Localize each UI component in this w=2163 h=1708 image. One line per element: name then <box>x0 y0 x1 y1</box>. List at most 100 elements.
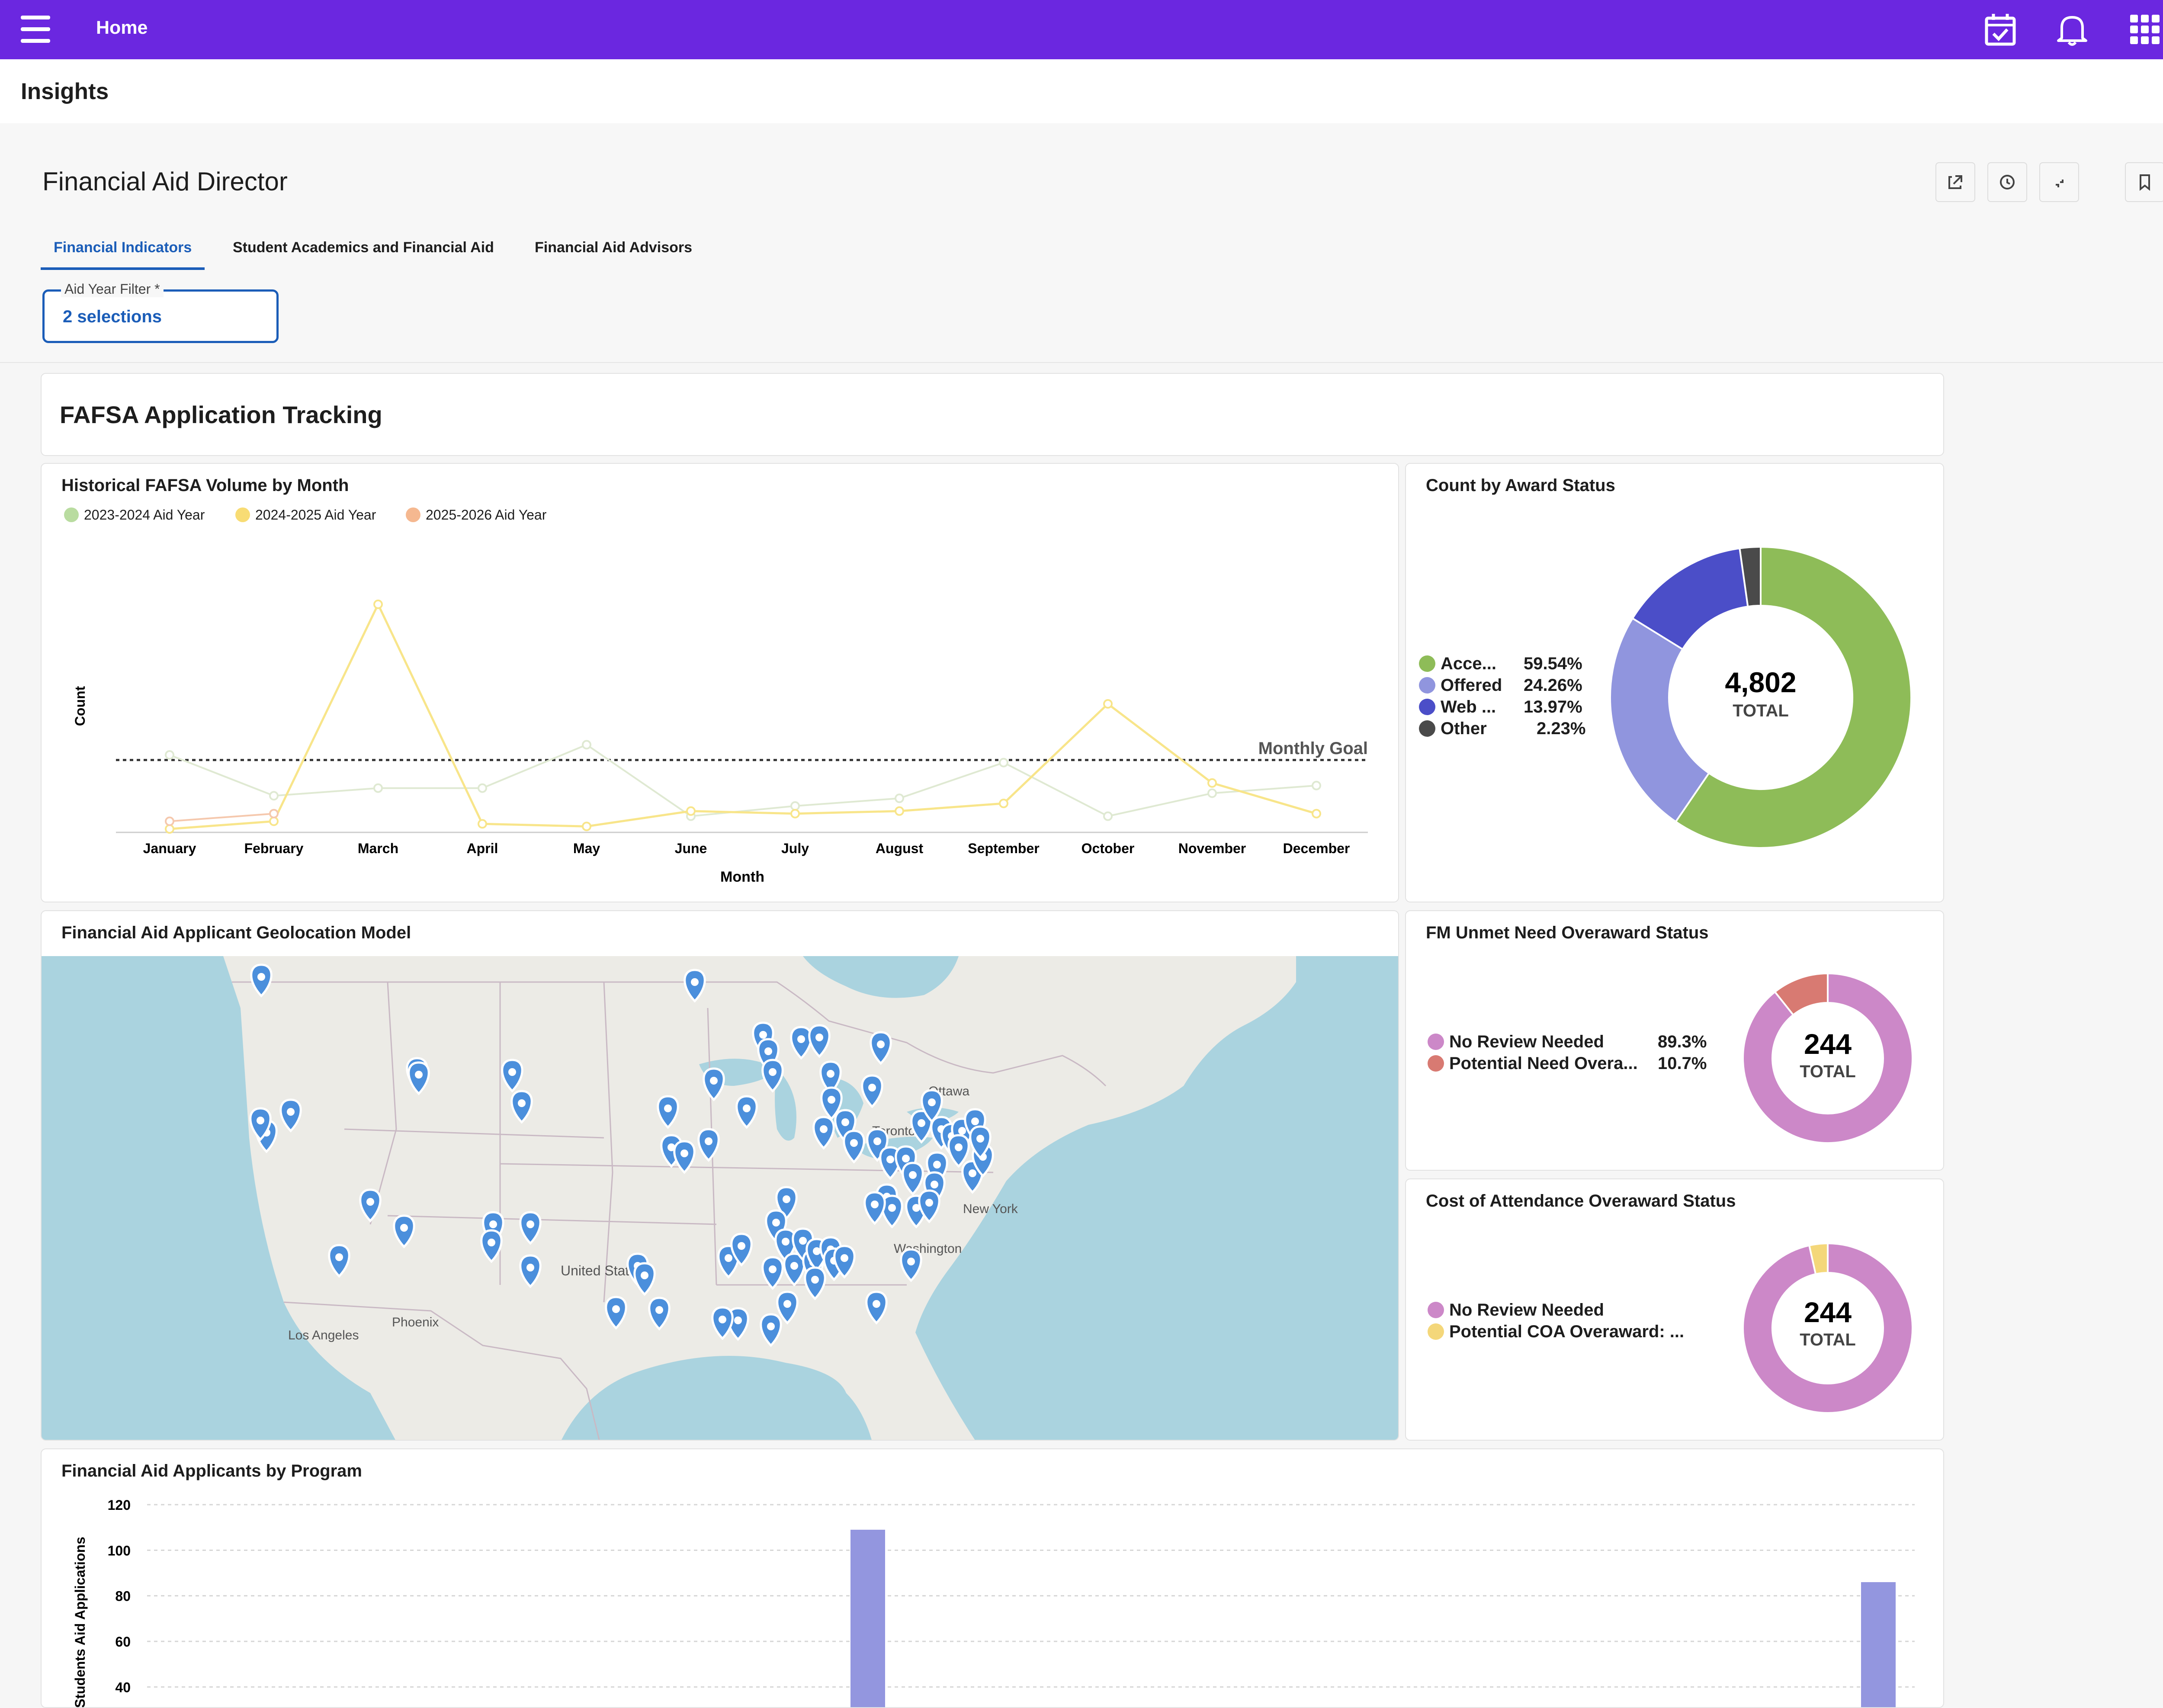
map-pin[interactable] <box>359 1188 382 1223</box>
map-pin[interactable] <box>870 1031 892 1065</box>
data-point[interactable] <box>1207 778 1217 788</box>
map-pin[interactable] <box>711 1306 734 1340</box>
map-pin[interactable] <box>783 1252 806 1287</box>
map-pin[interactable] <box>501 1059 523 1093</box>
legend-item-2024[interactable]: 2024-2025 Aid Year <box>235 507 376 523</box>
aid-year-filter[interactable]: Aid Year Filter * 2 selections <box>42 281 279 343</box>
data-point[interactable] <box>478 819 487 829</box>
data-point[interactable] <box>790 809 800 819</box>
map-pin[interactable] <box>790 1026 812 1060</box>
collapse-icon[interactable] <box>2039 162 2079 202</box>
calendar-check-icon[interactable] <box>1982 11 2019 48</box>
map-pin[interactable] <box>519 1254 542 1288</box>
map-pin[interactable] <box>673 1140 696 1174</box>
map-pin[interactable] <box>279 1098 302 1133</box>
data-point[interactable] <box>269 816 279 826</box>
map-pin[interactable] <box>605 1296 627 1330</box>
bar[interactable] <box>1861 1582 1896 1708</box>
map-pin[interactable] <box>480 1229 503 1263</box>
data-point[interactable] <box>582 740 591 750</box>
data-point[interactable] <box>999 799 1008 809</box>
data-point[interactable] <box>478 783 487 793</box>
map-pin[interactable] <box>408 1061 430 1095</box>
award-legend-web[interactable]: Web ... <box>1419 697 1496 717</box>
map-pin[interactable] <box>648 1297 671 1331</box>
apps-grid-icon[interactable] <box>2127 11 2163 48</box>
tab-student-academics[interactable]: Student Academics and Financial Aid <box>233 239 494 256</box>
legend-item-2023[interactable]: 2023-2024 Aid Year <box>64 507 205 523</box>
home-link[interactable]: Home <box>96 17 148 38</box>
map-pin[interactable] <box>804 1266 826 1300</box>
map-pin[interactable] <box>843 1130 865 1164</box>
map-pin[interactable] <box>820 1086 843 1120</box>
donut-slice[interactable] <box>1739 546 1762 608</box>
map-pin[interactable] <box>250 963 273 998</box>
donut-slice[interactable] <box>1742 972 1913 1144</box>
map-pin[interactable] <box>519 1211 542 1245</box>
map-pin[interactable] <box>633 1262 656 1296</box>
donut-slice[interactable] <box>1808 1242 1829 1275</box>
map-pin[interactable] <box>393 1214 415 1249</box>
external-link-icon[interactable] <box>1935 162 1975 202</box>
donut-slice[interactable] <box>1674 546 1912 849</box>
bookmark-icon[interactable] <box>2125 162 2163 202</box>
map-pin[interactable] <box>921 1089 943 1123</box>
data-point[interactable] <box>165 824 174 834</box>
tab-financial-indicators[interactable]: Financial Indicators <box>41 239 205 270</box>
donut-slice[interactable] <box>1742 1242 1913 1414</box>
award-legend-offered[interactable]: Offered <box>1419 676 1502 695</box>
coa-legend-no-review[interactable]: No Review Needed <box>1428 1300 1604 1320</box>
data-point[interactable] <box>165 816 174 826</box>
map-pin[interactable] <box>863 1191 886 1225</box>
map-pin[interactable] <box>697 1128 720 1162</box>
clock-icon[interactable] <box>1987 162 2027 202</box>
map-pin[interactable] <box>969 1125 992 1159</box>
data-point[interactable] <box>165 750 174 760</box>
map-pin[interactable] <box>833 1245 856 1279</box>
data-point[interactable] <box>1103 811 1113 821</box>
map-pin[interactable] <box>819 1060 842 1095</box>
map-pin[interactable] <box>735 1095 758 1129</box>
map-pin[interactable] <box>775 1186 798 1220</box>
coa-legend-potential[interactable]: Potential COA Overaward: ... <box>1428 1322 1684 1342</box>
map-pin[interactable] <box>510 1090 533 1124</box>
data-point[interactable] <box>999 758 1008 767</box>
map-pin[interactable] <box>861 1074 883 1108</box>
data-point[interactable] <box>790 801 800 811</box>
data-point[interactable] <box>895 793 904 803</box>
map-pin[interactable] <box>812 1116 835 1150</box>
fm-legend-potential[interactable]: Potential Need Overa... <box>1428 1054 1638 1073</box>
map-pin[interactable] <box>776 1291 799 1325</box>
map[interactable]: Ottawa Toronto United States Phoenix Los… <box>42 956 1399 1441</box>
bar[interactable] <box>850 1529 885 1708</box>
data-point[interactable] <box>1312 780 1321 790</box>
legend-item-2025[interactable]: 2025-2026 Aid Year <box>406 507 546 523</box>
data-point[interactable] <box>1312 809 1321 819</box>
tab-financial-aid-advisors[interactable]: Financial Aid Advisors <box>535 239 693 256</box>
map-pin[interactable] <box>703 1067 725 1101</box>
map-pin[interactable] <box>657 1095 679 1129</box>
data-point[interactable] <box>1103 699 1113 709</box>
map-pin[interactable] <box>902 1162 924 1196</box>
donut-slice[interactable] <box>1774 972 1829 1016</box>
data-point[interactable] <box>373 783 383 793</box>
map-pin[interactable] <box>881 1194 903 1229</box>
map-pin[interactable] <box>249 1107 272 1141</box>
data-point[interactable] <box>1207 788 1217 798</box>
data-point[interactable] <box>373 599 383 609</box>
map-pin[interactable] <box>684 969 706 1003</box>
award-legend-other[interactable]: Other <box>1419 719 1487 738</box>
map-pin[interactable] <box>865 1291 888 1325</box>
data-point[interactable] <box>686 806 696 816</box>
data-point[interactable] <box>269 809 279 819</box>
map-pin[interactable] <box>761 1059 784 1093</box>
bell-icon[interactable] <box>2054 11 2090 48</box>
map-pin[interactable] <box>761 1256 784 1290</box>
map-pin[interactable] <box>900 1248 922 1282</box>
menu-icon[interactable] <box>21 16 50 43</box>
map-pin[interactable] <box>918 1189 940 1223</box>
map-pin[interactable] <box>760 1313 782 1347</box>
data-point[interactable] <box>269 791 279 801</box>
map-pin[interactable] <box>808 1024 831 1058</box>
award-legend-accepted[interactable]: Acce... <box>1419 654 1496 674</box>
